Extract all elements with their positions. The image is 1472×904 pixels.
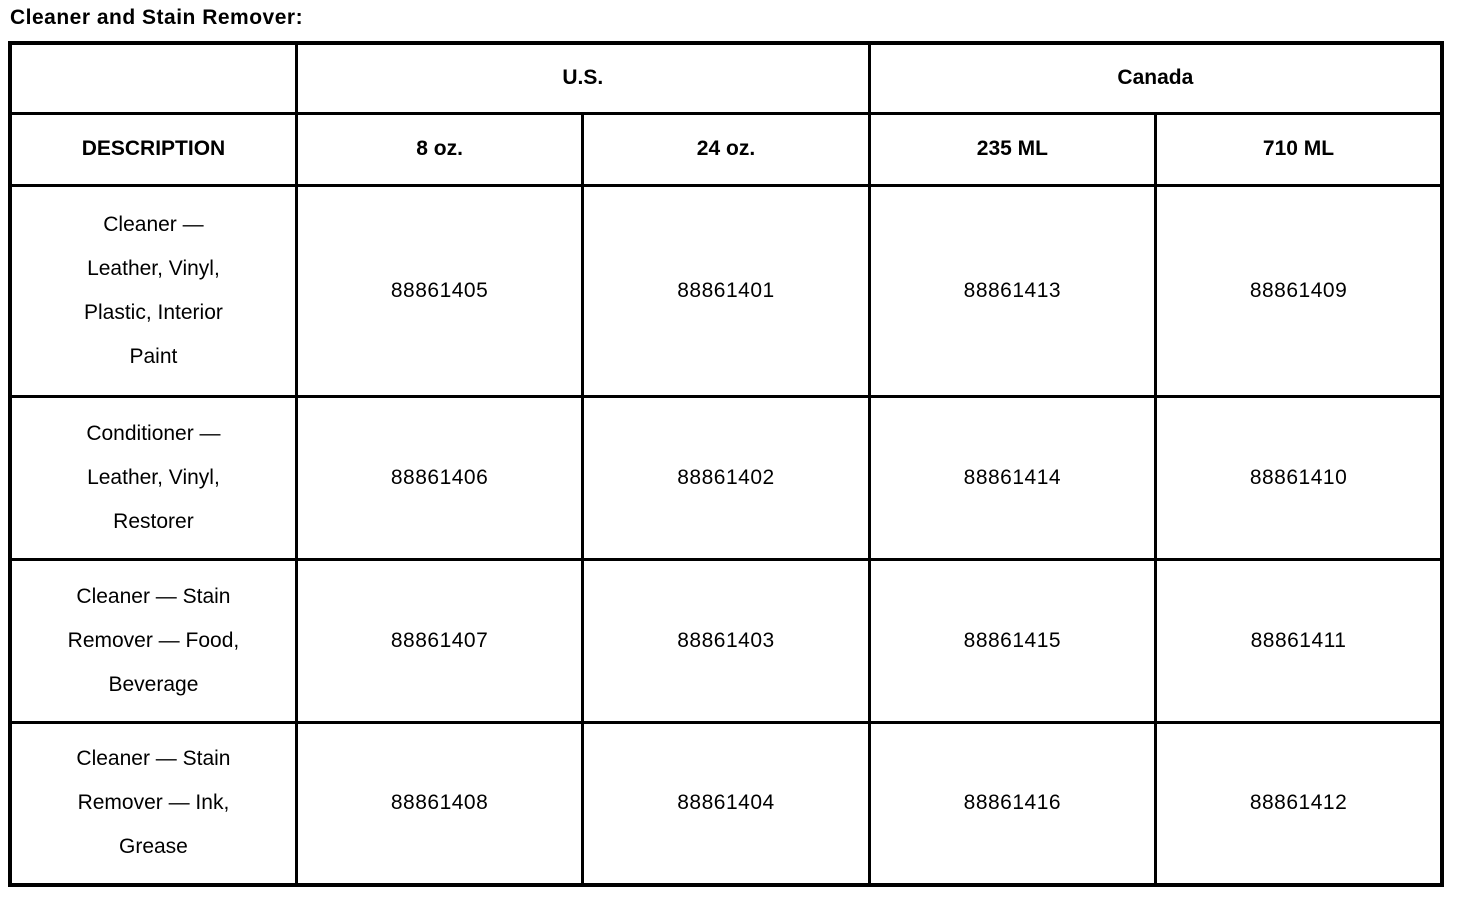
part-number-cell: 88861408 [294, 720, 585, 887]
description-cell: Conditioner — Leather, Vinyl, Restorer [8, 394, 298, 561]
description-cell: Cleaner — Stain Remover — Ink, Grease [8, 720, 298, 887]
description-cell: Cleaner — Stain Remover — Food, Beverage [8, 557, 298, 724]
table-row: Cleaner — Leather, Vinyl, Plastic, Inter… [8, 183, 1444, 398]
column-header-710ml: 710 ML [1154, 111, 1444, 187]
parts-table: U.S. Canada DESCRIPTION 8 oz. 24 oz. 235… [8, 41, 1444, 887]
page-title: Cleaner and Stain Remover: [10, 6, 304, 29]
column-header-235ml: 235 ML [867, 111, 1158, 187]
part-number-cell: 88861406 [294, 394, 585, 561]
part-number-cell: 88861413 [867, 183, 1158, 398]
group-header-canada: Canada [867, 41, 1444, 115]
part-number-cell: 88861412 [1154, 720, 1444, 887]
part-number-cell: 88861411 [1154, 557, 1444, 724]
part-number-cell: 88861403 [581, 557, 871, 724]
part-number-cell: 88861414 [867, 394, 1158, 561]
table-row: Cleaner — Stain Remover — Food, Beverage… [8, 557, 1444, 724]
part-number-cell: 88861402 [581, 394, 871, 561]
group-header-us: U.S. [294, 41, 871, 115]
group-header-row: U.S. Canada [8, 41, 1444, 115]
table-row: Conditioner — Leather, Vinyl, Restorer 8… [8, 394, 1444, 561]
part-number-cell: 88861404 [581, 720, 871, 887]
description-cell: Cleaner — Leather, Vinyl, Plastic, Inter… [8, 183, 298, 398]
part-number-cell: 88861405 [294, 183, 585, 398]
part-number-cell: 88861407 [294, 557, 585, 724]
part-number-cell: 88861409 [1154, 183, 1444, 398]
table-row: Cleaner — Stain Remover — Ink, Grease 88… [8, 720, 1444, 887]
column-header-24oz: 24 oz. [581, 111, 871, 187]
part-number-cell: 88861401 [581, 183, 871, 398]
part-number-cell: 88861416 [867, 720, 1158, 887]
part-number-cell: 88861415 [867, 557, 1158, 724]
corner-cell [8, 41, 298, 115]
column-header-description: DESCRIPTION [8, 111, 298, 187]
part-number-cell: 88861410 [1154, 394, 1444, 561]
column-header-8oz: 8 oz. [294, 111, 585, 187]
column-header-row: DESCRIPTION 8 oz. 24 oz. 235 ML 710 ML [8, 111, 1444, 187]
